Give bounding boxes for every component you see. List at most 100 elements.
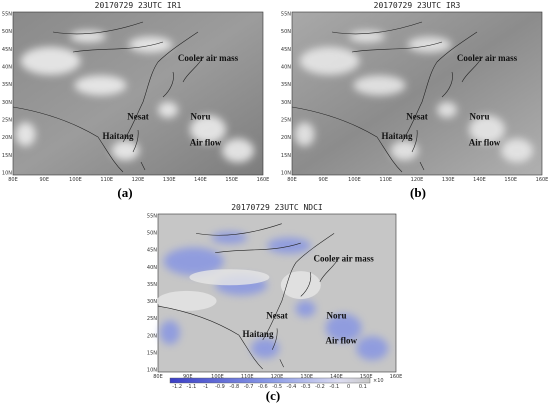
latitude-label: 35N xyxy=(2,82,12,88)
clear-sky xyxy=(189,269,270,286)
annotation: Air flow xyxy=(190,138,222,148)
longitude-label: 90E xyxy=(39,177,49,183)
colorbar-tick-label: -1 xyxy=(203,384,208,390)
cloud xyxy=(469,115,505,144)
longitude-label: 150E xyxy=(360,374,373,380)
panel-label: (b) xyxy=(410,185,426,200)
latitude-label: 15N xyxy=(281,153,291,159)
cloud xyxy=(15,122,36,147)
annotation: Noru xyxy=(327,310,347,320)
cloud xyxy=(163,247,224,276)
cloud xyxy=(325,313,362,342)
latitude-label: 50N xyxy=(2,29,12,35)
longitude-label: 130E xyxy=(442,177,455,183)
longitude-label: 140E xyxy=(473,177,486,183)
longitude-label: 80E xyxy=(153,374,163,380)
cloud xyxy=(437,101,457,118)
latitude-label: 35N xyxy=(281,82,291,88)
latitude-label: 25N xyxy=(281,118,291,124)
colorbar-tick-label: -0.9 xyxy=(215,384,225,390)
colorbar-tick-label: 0.1 xyxy=(359,384,367,390)
annotation: Noru xyxy=(470,112,490,122)
latitude-label: 45N xyxy=(147,248,157,254)
latitude-label: 10N xyxy=(281,171,291,177)
annotation: Nesat xyxy=(127,112,149,122)
panel-label: (a) xyxy=(117,185,132,200)
longitude-label: 80E xyxy=(287,177,297,183)
latitude-label: 55N xyxy=(2,12,12,18)
latitude-label: 15N xyxy=(147,350,157,356)
annotation: Haitang xyxy=(242,329,274,339)
longitude-label: 100E xyxy=(69,177,82,183)
colorbar-tick-label: -0.3 xyxy=(301,384,311,390)
latitude-label: 40N xyxy=(147,265,157,271)
cloud xyxy=(211,231,248,244)
longitude-label: 120E xyxy=(132,177,145,183)
latitude-label: 10N xyxy=(147,368,157,374)
longitude-label: 120E xyxy=(271,374,284,380)
longitude-label: 140E xyxy=(330,374,343,380)
latitude-label: 30N xyxy=(2,100,12,106)
cloud xyxy=(222,138,254,163)
longitude-label: 140E xyxy=(194,177,207,183)
latitude-label: 40N xyxy=(281,65,291,71)
cloud-field xyxy=(15,30,254,163)
longitude-label: 100E xyxy=(348,177,361,183)
colorbar-unit: ×10 xyxy=(373,378,384,384)
colorbar-tick-label: -0.7 xyxy=(244,384,254,390)
latitude-label: 45N xyxy=(281,47,291,53)
annotation: Cooler air mass xyxy=(178,53,239,63)
cloud-field xyxy=(294,30,533,163)
longitude-label: 110E xyxy=(100,177,113,183)
cloud xyxy=(158,101,178,118)
cloud xyxy=(356,336,389,361)
latitude-label: 50N xyxy=(281,29,291,35)
latitude-label: 55N xyxy=(147,214,157,220)
latitude-label: 55N xyxy=(281,12,291,18)
latitude-label: 20N xyxy=(2,135,12,141)
coastline xyxy=(291,21,483,173)
colorbar-tick-label: -1.2 xyxy=(172,384,182,390)
colorbar-tick-label: -0.5 xyxy=(272,384,282,390)
colorbar-tick-label: -0.4 xyxy=(287,384,297,390)
annotation: Nesat xyxy=(406,112,428,122)
latitude-label: 35N xyxy=(147,282,157,288)
longitude-label: 130E xyxy=(163,177,176,183)
annotation: Air flow xyxy=(469,138,501,148)
colorbar xyxy=(169,377,371,384)
cloud xyxy=(407,36,452,53)
annotation: Haitang xyxy=(102,131,134,141)
panel-title: 20170729 23UTC IR3 xyxy=(374,1,461,10)
cloud xyxy=(190,115,226,144)
latitude-label: 25N xyxy=(147,316,157,322)
coastline xyxy=(157,223,340,370)
longitude-label: 110E xyxy=(379,177,392,183)
colorbar-tick-label: 0 xyxy=(347,384,350,390)
cloud xyxy=(128,36,173,53)
latitude-label: 40N xyxy=(2,65,12,71)
cloud xyxy=(74,75,127,96)
annotation: Haitang xyxy=(381,131,413,141)
longitude-label: 150E xyxy=(504,177,517,183)
longitude-label: 120E xyxy=(411,177,424,183)
colorbar-tick-label: -1.1 xyxy=(187,384,197,390)
coastline xyxy=(12,21,204,173)
cloud xyxy=(159,320,180,345)
latitude-label: 20N xyxy=(281,135,291,141)
latitude-label: 30N xyxy=(281,100,291,106)
colorbar-tick-label: -0.1 xyxy=(329,384,339,390)
longitude-label: 90E xyxy=(318,177,328,183)
latitude-label: 25N xyxy=(2,118,12,124)
clear-sky xyxy=(156,290,217,311)
annotation: Cooler air mass xyxy=(314,253,375,263)
cloud xyxy=(294,122,315,147)
cloud xyxy=(299,46,360,75)
longitude-label: 80E xyxy=(8,177,18,183)
annotation: Air flow xyxy=(325,336,357,346)
colorbar-tick-label: -0.8 xyxy=(229,384,239,390)
latitude-label: 10N xyxy=(2,171,12,177)
annotation: Cooler air mass xyxy=(457,53,518,63)
cloud xyxy=(295,300,316,317)
panel-title: 20170729 23UTC NDCI xyxy=(231,203,323,212)
